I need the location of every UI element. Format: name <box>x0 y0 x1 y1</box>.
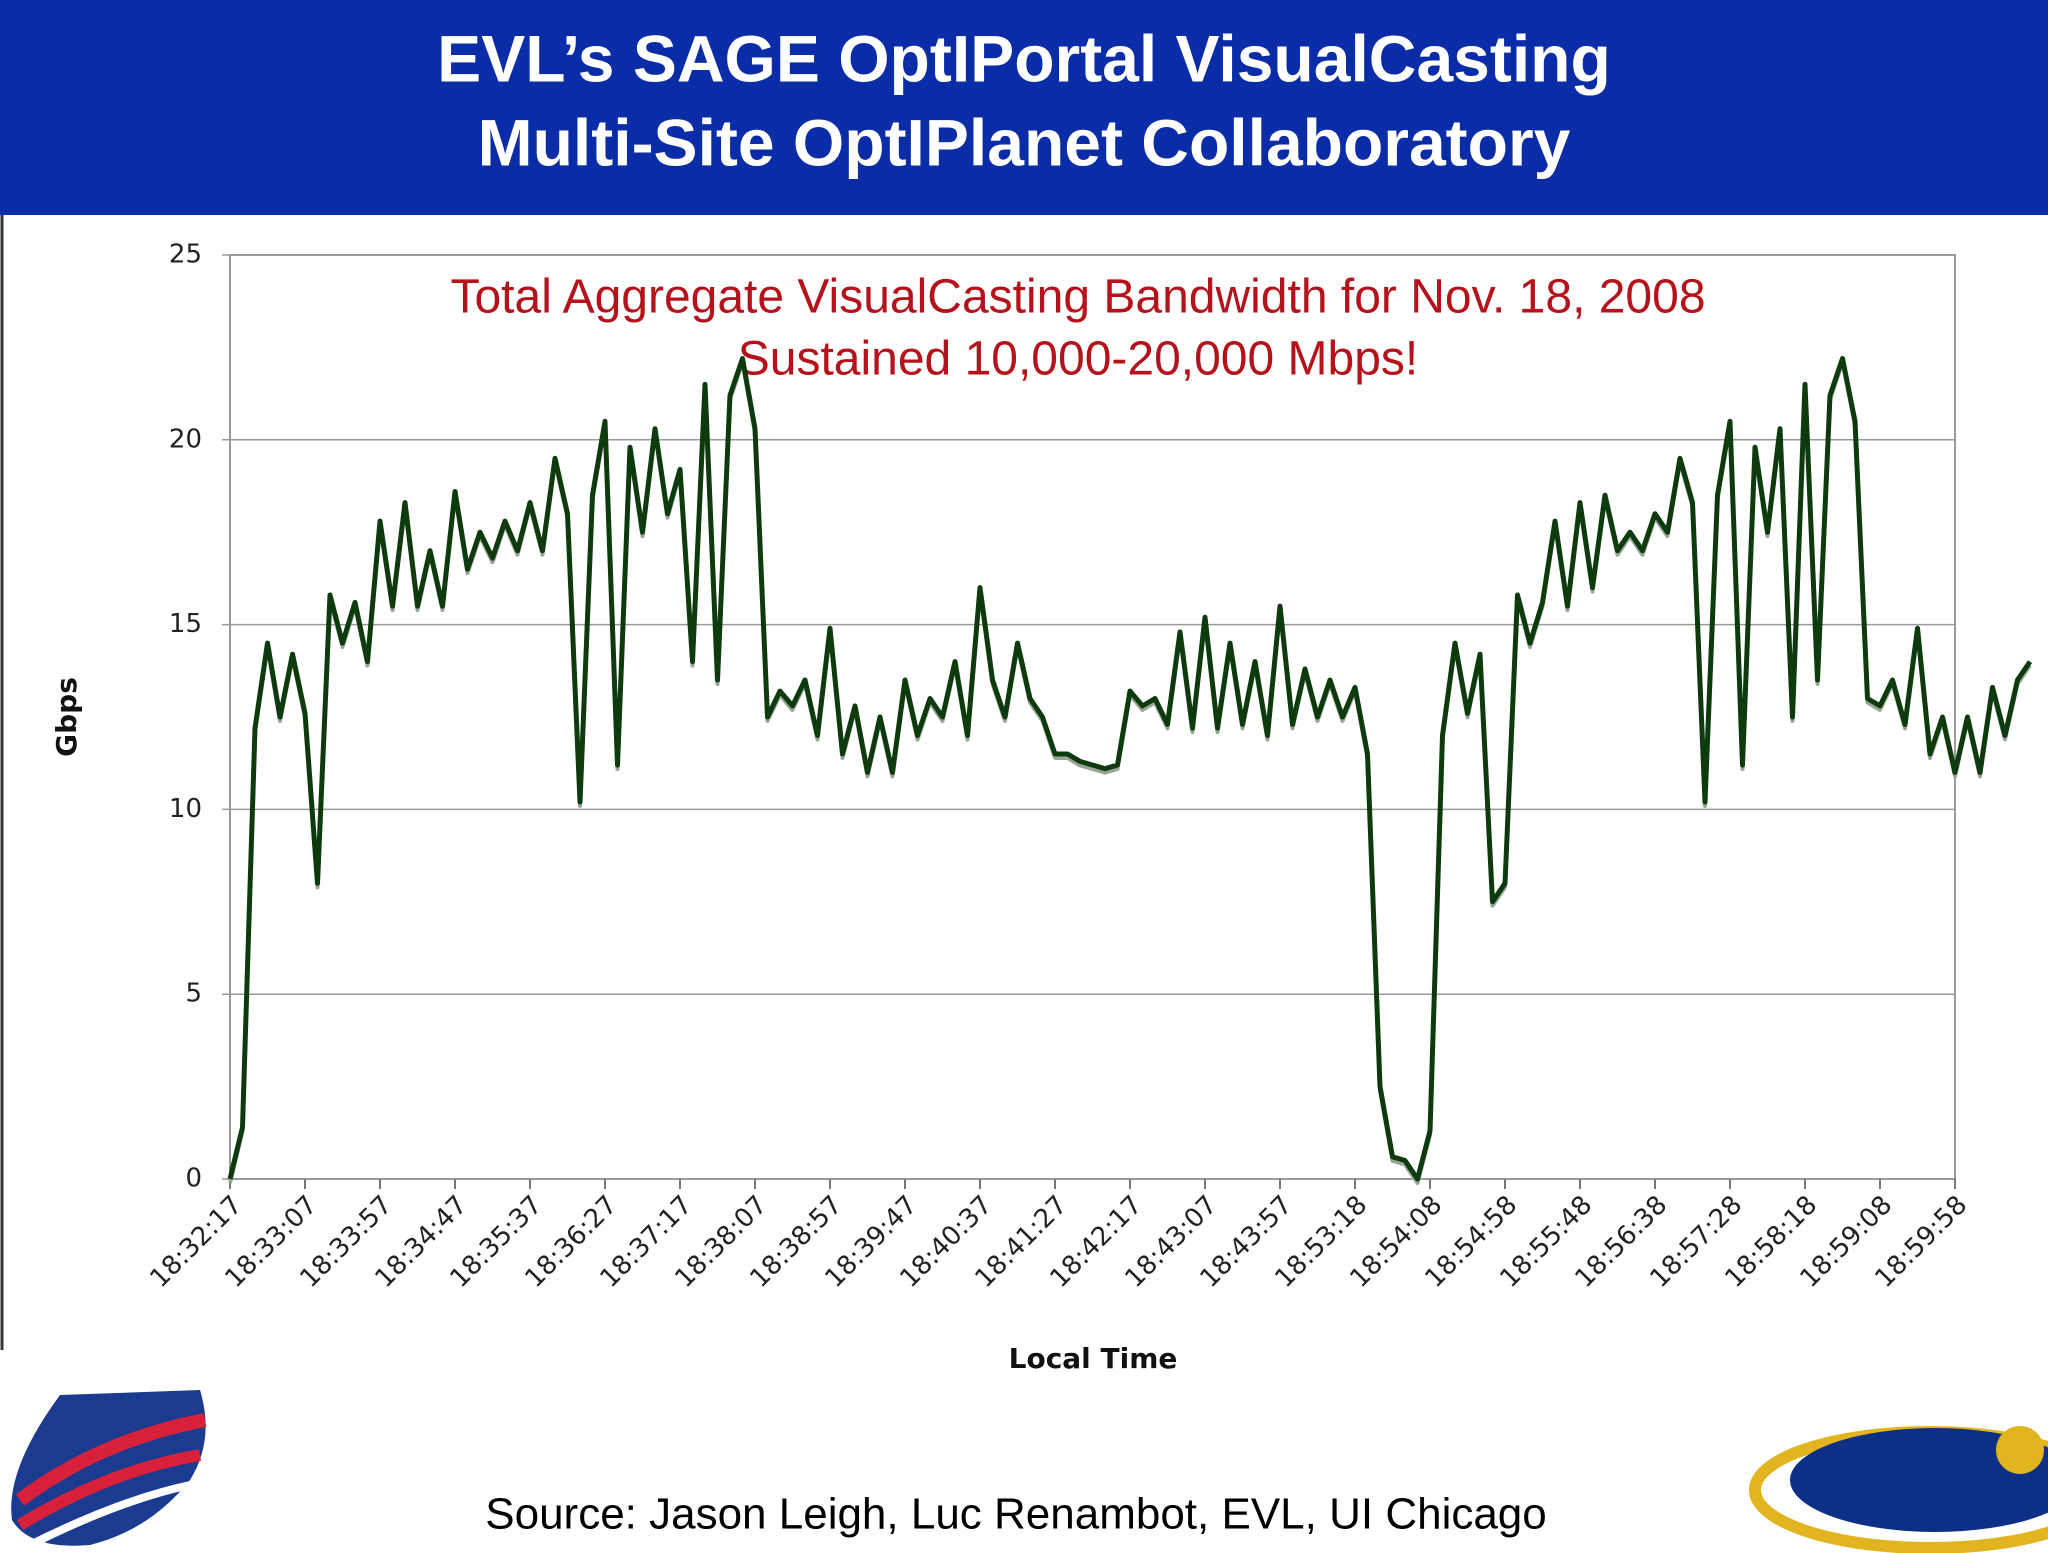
y-tick-label: 15 <box>169 609 202 639</box>
header-band <box>0 0 2048 215</box>
data-line <box>227 356 2033 1182</box>
y-tick-label: 0 <box>185 1164 202 1194</box>
plot-area <box>229 254 1956 1180</box>
slide-title: Multi-Site OptIPlanet Collaboratory <box>478 105 1571 179</box>
y-tick-label: 10 <box>169 794 202 824</box>
y-axis-label: Gbps <box>50 677 83 757</box>
y-tick-label: 25 <box>169 240 202 270</box>
chart-annotation: Total Aggregate VisualCasting Bandwidth … <box>450 271 1705 324</box>
chart-annotation: Sustained 10,000-20,000 Mbps! <box>738 333 1418 386</box>
logo-right <box>1749 1426 2048 1553</box>
x-axis-label: Local Time <box>1009 1342 1178 1375</box>
y-tick-label: 20 <box>169 424 202 454</box>
slide-title: EVL’s SAGE OptIPortal VisualCasting <box>437 21 1611 95</box>
y-tick-label: 5 <box>185 979 202 1009</box>
source-note: Source: Jason Leigh, Luc Renambot, EVL, … <box>485 1490 1547 1539</box>
logo-left <box>11 1390 207 1549</box>
